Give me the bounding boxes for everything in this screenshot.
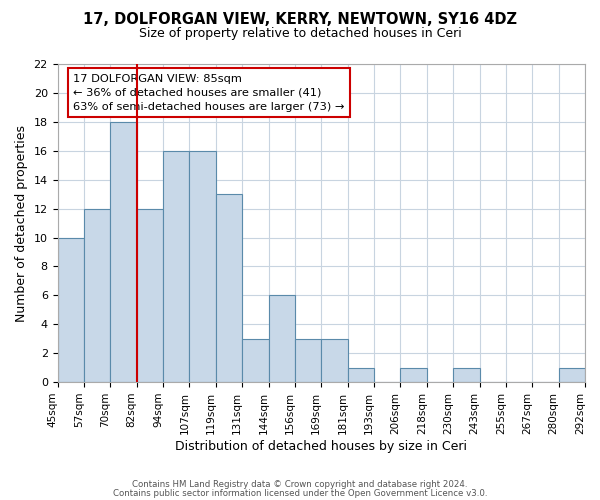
Bar xyxy=(295,338,321,382)
Bar xyxy=(84,208,110,382)
Bar xyxy=(163,151,190,382)
Text: Size of property relative to detached houses in Ceri: Size of property relative to detached ho… xyxy=(139,28,461,40)
Bar xyxy=(242,338,269,382)
Bar xyxy=(58,238,84,382)
Bar xyxy=(321,338,347,382)
Text: 17 DOLFORGAN VIEW: 85sqm
← 36% of detached houses are smaller (41)
63% of semi-d: 17 DOLFORGAN VIEW: 85sqm ← 36% of detach… xyxy=(73,74,345,112)
Text: Contains public sector information licensed under the Open Government Licence v3: Contains public sector information licen… xyxy=(113,488,487,498)
Bar xyxy=(400,368,427,382)
Text: 17, DOLFORGAN VIEW, KERRY, NEWTOWN, SY16 4DZ: 17, DOLFORGAN VIEW, KERRY, NEWTOWN, SY16… xyxy=(83,12,517,28)
Y-axis label: Number of detached properties: Number of detached properties xyxy=(15,124,28,322)
X-axis label: Distribution of detached houses by size in Ceri: Distribution of detached houses by size … xyxy=(175,440,467,452)
Bar xyxy=(137,208,163,382)
Bar xyxy=(453,368,479,382)
Bar xyxy=(347,368,374,382)
Bar xyxy=(269,296,295,382)
Bar xyxy=(559,368,585,382)
Bar xyxy=(110,122,137,382)
Text: Contains HM Land Registry data © Crown copyright and database right 2024.: Contains HM Land Registry data © Crown c… xyxy=(132,480,468,489)
Bar xyxy=(190,151,216,382)
Bar xyxy=(216,194,242,382)
